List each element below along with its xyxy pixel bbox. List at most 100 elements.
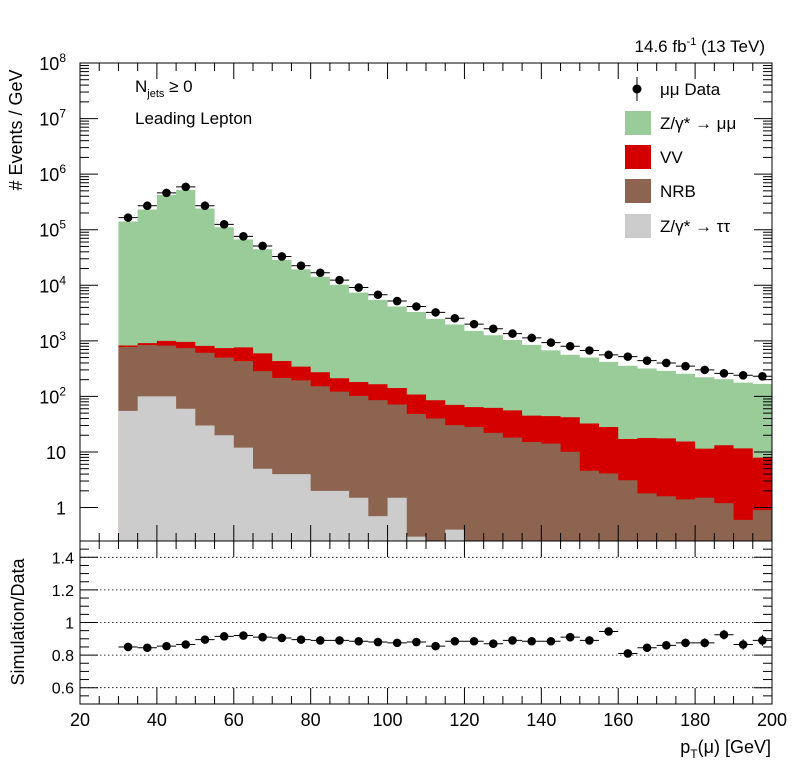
data-point xyxy=(156,188,177,198)
legend-label: Z/γ* → ττ xyxy=(660,217,730,236)
ratio-point xyxy=(118,642,138,652)
x-tick-label: 20 xyxy=(70,710,90,730)
ratio-y-axis-label: Simulation/Data xyxy=(8,557,28,685)
data-point xyxy=(599,350,619,360)
ratio-point xyxy=(368,637,388,647)
series-fill-0 xyxy=(118,396,772,541)
legend-entry: Z/γ* → μμ xyxy=(625,111,736,135)
data-point xyxy=(637,356,657,365)
ratio-point xyxy=(733,639,753,650)
data-point xyxy=(483,324,503,334)
ratio-point xyxy=(579,636,599,645)
stacked-histogram xyxy=(118,189,772,541)
data-point xyxy=(387,296,407,306)
selection-annotation: Leading Lepton xyxy=(135,109,252,128)
ratio-point xyxy=(329,636,350,645)
ratio-point xyxy=(406,637,426,647)
luminosity-label: 14.6 fb-1 (13 TeV) xyxy=(635,36,765,56)
ratio-y-tick-label: 0.8 xyxy=(52,648,74,665)
legend-entry: μμ Data xyxy=(632,77,721,101)
y-tick-label: 105 xyxy=(39,218,66,241)
ratio-point xyxy=(291,635,311,644)
ratio-point xyxy=(560,632,580,642)
ratio-point xyxy=(695,638,715,648)
ratio-point xyxy=(618,649,638,658)
data-point xyxy=(253,241,273,251)
x-axis-label: pT(μ) [GeV] xyxy=(680,737,771,761)
x-tick-label: 140 xyxy=(526,710,556,730)
ratio-point xyxy=(387,638,407,648)
ratio-point xyxy=(483,639,503,648)
x-tick-label: 80 xyxy=(301,710,321,730)
y-tick-label: 104 xyxy=(39,273,66,296)
legend-swatch xyxy=(625,111,651,135)
y-tick-label: 10 xyxy=(46,443,66,463)
data-point xyxy=(695,365,715,375)
ratio-point xyxy=(233,631,253,640)
ratio-point xyxy=(464,636,484,646)
ratio-point xyxy=(156,641,177,651)
ratio-point xyxy=(310,636,330,645)
legend-label: NRB xyxy=(660,182,696,201)
ratio-point xyxy=(656,641,676,650)
y-tick-label: 102 xyxy=(39,384,66,407)
x-tick-label: 60 xyxy=(224,710,244,730)
ratio-point xyxy=(637,643,657,653)
ratio-point xyxy=(502,636,523,645)
y-tick-label: 106 xyxy=(39,162,66,185)
x-tick-label: 40 xyxy=(147,710,167,730)
data-point xyxy=(541,338,561,347)
data-point xyxy=(118,213,138,222)
data-point xyxy=(272,252,292,261)
ratio-point xyxy=(541,636,561,646)
data-point xyxy=(291,261,311,271)
x-tick-label: 200 xyxy=(757,710,787,730)
data-point xyxy=(368,290,388,300)
ratio-point xyxy=(522,636,542,646)
top-axes: 1 10 102 103 104 105 106 107 108 xyxy=(39,51,773,542)
data-point xyxy=(733,370,753,380)
data-point xyxy=(329,275,350,285)
ratio-point xyxy=(253,632,273,642)
legend-swatch xyxy=(625,145,651,169)
data-point xyxy=(406,302,426,311)
data-point xyxy=(560,341,580,351)
y-tick-label: 1 xyxy=(56,499,66,519)
data-point xyxy=(233,232,253,241)
legend-swatch xyxy=(625,214,651,238)
data-point xyxy=(502,329,523,338)
data-point xyxy=(349,283,369,292)
data-point xyxy=(675,361,696,371)
data-point xyxy=(656,358,676,368)
data-point xyxy=(214,220,234,229)
data-point xyxy=(714,369,734,378)
ratio-y-tick-label: 1.4 xyxy=(52,550,74,567)
legend-entry: Z/γ* → ττ xyxy=(625,214,730,238)
legend: μμ Data Z/γ* → μμ VV NRB Z/γ* → ττ xyxy=(625,77,736,238)
data-point xyxy=(445,313,465,323)
ratio-y-tick-label: 0.6 xyxy=(52,681,74,698)
data-point xyxy=(137,201,157,211)
x-tick-label: 100 xyxy=(373,710,403,730)
ratio-panel: 0.6 0.8 1 1.2 1.4 20 40 60 80 100 120 140 160 180 200 xyxy=(52,540,787,730)
x-tick-label: 120 xyxy=(449,710,479,730)
legend-entry: VV xyxy=(625,145,683,169)
ratio-point xyxy=(675,638,696,648)
ratio-point xyxy=(752,634,772,646)
data-point xyxy=(426,308,446,317)
ratio-frame xyxy=(79,540,773,705)
ratio-point xyxy=(137,643,157,653)
x-tick-label: 180 xyxy=(680,710,710,730)
ratio-point xyxy=(599,627,619,636)
y-tick-label: 107 xyxy=(39,107,66,130)
data-point xyxy=(310,268,330,278)
ratio-point xyxy=(445,636,465,646)
legend-label: Z/γ* → μμ xyxy=(660,114,736,133)
legend-label: μμ Data xyxy=(660,80,721,99)
y-tick-label: 108 xyxy=(39,51,66,74)
legend-label: VV xyxy=(660,148,683,167)
data-point xyxy=(522,333,542,343)
data-points xyxy=(118,182,772,381)
ratio-point xyxy=(272,633,292,643)
